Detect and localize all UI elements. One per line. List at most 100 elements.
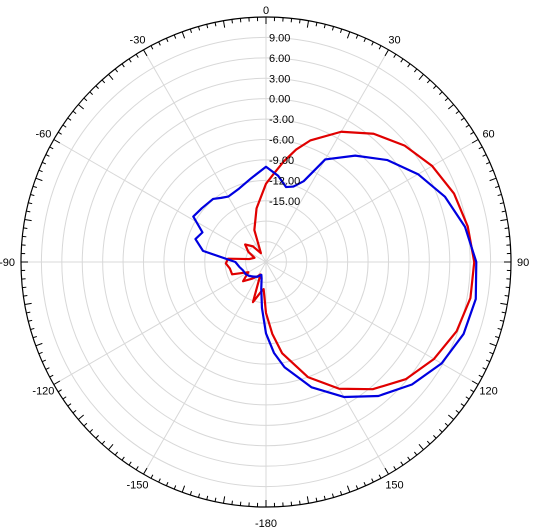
angle-tick [28, 319, 33, 322]
axis-layer [20, 16, 512, 508]
angle-tick [38, 351, 43, 355]
angle-tick [41, 161, 47, 165]
angle-label: -60 [35, 129, 51, 141]
radial-label: -12.00 [269, 175, 300, 187]
angle-tick [346, 485, 351, 493]
angle-tick [393, 466, 397, 471]
angle-tick [323, 24, 326, 29]
angle-tick [26, 210, 31, 213]
angle-tick [497, 327, 502, 331]
angle-tick [128, 58, 132, 63]
angle-tick [45, 154, 50, 157]
angle-tick [426, 440, 431, 445]
angle-tick [49, 146, 54, 150]
angle-tick [89, 429, 93, 433]
angle-tick [206, 24, 209, 29]
angle-tick [460, 403, 465, 407]
angle-tick [418, 443, 424, 451]
angle-tick [197, 26, 201, 31]
angle-tick [465, 124, 470, 128]
angle-tick [35, 342, 43, 347]
angle-tick [72, 110, 77, 115]
angle-tick [67, 403, 72, 407]
grid-spoke [265, 261, 479, 385]
angle-label: 0 [263, 5, 269, 17]
radial-label: -9.00 [269, 155, 294, 167]
angle-tick [30, 327, 35, 331]
angle-tick [499, 319, 504, 322]
angle-tick [95, 85, 99, 89]
angle-tick [57, 131, 62, 135]
angle-tick [400, 461, 404, 466]
angle-tick [444, 422, 449, 427]
angle-tick [331, 493, 335, 498]
angle-tick [306, 496, 310, 504]
angle-tick [384, 49, 389, 57]
angle-tick [49, 374, 54, 378]
angle-tick [114, 451, 119, 456]
angle-tick [62, 396, 67, 400]
angle-tick [165, 37, 169, 43]
angle-tick [135, 466, 139, 471]
grid-spoke [265, 261, 389, 475]
angle-tick [24, 302, 32, 306]
angle-tick [114, 68, 119, 73]
angle-tick [222, 496, 226, 504]
angle-tick [371, 41, 374, 46]
angle-label: 90 [517, 257, 529, 269]
angle-tick [501, 311, 506, 314]
angle-tick [471, 139, 479, 144]
radial-label: -3.00 [269, 114, 294, 126]
angle-tick [83, 422, 88, 427]
angle-tick [485, 161, 491, 165]
radial-label: -15.00 [269, 196, 300, 208]
angle-tick [108, 443, 114, 451]
angle-tick [447, 104, 455, 110]
angle-tick [363, 37, 367, 43]
angle-tick [101, 440, 106, 445]
angle-tick [108, 73, 114, 81]
angle-tick [121, 63, 125, 68]
grid-spoke [265, 139, 479, 263]
angle-tick [77, 414, 85, 420]
angle-tick [32, 335, 37, 339]
angle-tick [83, 97, 88, 102]
angle-tick [206, 495, 209, 500]
angle-tick [173, 485, 177, 490]
radial-label: 0.00 [269, 94, 290, 106]
angle-tick [482, 367, 487, 370]
angle-tick [158, 41, 161, 46]
angle-tick [346, 31, 351, 39]
grid-spoke [53, 261, 267, 385]
angle-tick [57, 389, 62, 393]
angle-tick [214, 22, 217, 27]
angle-tick [444, 97, 449, 102]
angle-tick [77, 104, 85, 110]
angle-label: -30 [130, 34, 146, 46]
angle-label: -150 [126, 480, 148, 492]
angle-label: -180 [255, 518, 277, 530]
angle-tick [315, 22, 318, 27]
angle-tick [439, 91, 443, 95]
radial-label: -6.00 [269, 135, 294, 147]
angle-tick [439, 429, 443, 433]
angle-tick [470, 131, 475, 135]
angle-tick [30, 193, 35, 197]
angle-label: 150 [385, 480, 403, 492]
angle-tick [371, 478, 374, 483]
angle-tick [393, 53, 397, 58]
angle-tick [143, 467, 148, 475]
radial-label: 3.00 [269, 73, 290, 85]
angle-tick [72, 409, 77, 414]
angle-tick [418, 73, 424, 81]
angle-tick [189, 491, 193, 496]
angle-tick [355, 485, 359, 490]
angle-label: 120 [479, 386, 497, 398]
angle-tick [501, 210, 506, 213]
label-layer: 0 30 60 90 120 150 -180 -150 -120 -90 -60 -30 9.00 6.… [0, 5, 529, 530]
angle-tick [455, 110, 460, 115]
angle-tick [45, 367, 50, 370]
angle-tick [363, 481, 367, 487]
angle-tick [504, 227, 509, 229]
angle-label: -90 [0, 257, 15, 269]
